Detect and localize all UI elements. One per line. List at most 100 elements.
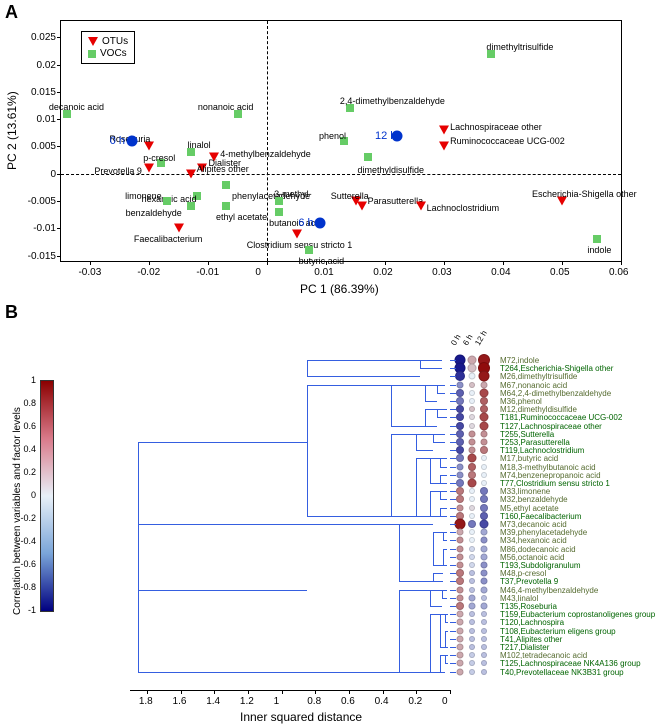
heat-dot — [469, 546, 475, 552]
dendro-edge — [391, 385, 392, 426]
leaf-stem — [450, 450, 456, 451]
dendro-edge — [430, 614, 440, 615]
dendro-edge — [433, 565, 443, 566]
dendro-edge — [416, 434, 433, 435]
dendro-edge — [138, 590, 306, 591]
heat-dot — [469, 636, 475, 642]
scatter-label: 2,4-dimethylbenzaldehyde — [340, 96, 445, 106]
dendro-x-tick: 1.6 — [173, 696, 187, 707]
scatter-point — [144, 164, 154, 173]
panel-b: B -1-0.8-0.6-0.4-0.200.20.40.60.81Correl… — [0, 300, 662, 713]
dendro-edge — [416, 450, 433, 451]
dendro-x-tick: 1.8 — [139, 696, 153, 707]
heat-dot — [457, 668, 464, 675]
leaf-stem — [450, 508, 456, 509]
heat-dot — [481, 562, 488, 569]
heat-dot — [469, 414, 475, 420]
x-tick: 0.02 — [373, 267, 392, 278]
heat-dot — [469, 488, 475, 494]
heat-dot — [455, 371, 465, 381]
time-point — [315, 217, 326, 228]
heat-dot — [457, 660, 464, 667]
dendro-edge — [445, 622, 448, 623]
scatter-point — [439, 126, 449, 135]
dendro-edge — [430, 672, 440, 673]
dendro-edge — [440, 475, 441, 483]
dendro-edge — [399, 524, 400, 581]
dendro-edge — [443, 532, 446, 533]
leaf-stem — [450, 639, 456, 640]
heat-dot — [456, 495, 464, 503]
scatter-label: Prevotella 9 — [94, 166, 142, 176]
scatter-point — [357, 202, 367, 211]
leaf-stem — [450, 524, 456, 525]
leaf-stem — [450, 483, 456, 484]
panel-a: A -0.03 -0.02 -0.01 0 0.01 0.02 0.03 0.0… — [0, 0, 662, 300]
leaf-stem — [450, 417, 456, 418]
dendro-x-tick: 0.6 — [341, 696, 355, 707]
heat-dot — [457, 652, 464, 659]
heat-dot — [469, 603, 476, 610]
dendro-edge — [437, 409, 447, 410]
time-col-header: 6 h — [461, 333, 474, 347]
dendro-edge — [433, 573, 443, 574]
dendro-edge — [420, 360, 442, 361]
scatter-point — [234, 110, 242, 118]
heat-dot — [481, 553, 488, 560]
dendro-edge — [416, 434, 417, 450]
dendro-edge — [442, 598, 447, 599]
heat-dot — [456, 454, 464, 462]
dendro-edge — [440, 483, 447, 484]
leaf-stem — [450, 368, 456, 369]
scatter-label: Clostridium sensu stricto 1 — [247, 240, 353, 250]
scatter-point — [593, 235, 601, 243]
heat-dot — [456, 602, 464, 610]
scatter-point — [187, 148, 195, 156]
scatter-point — [222, 181, 230, 189]
scatter-label: nonanoic acid — [198, 102, 254, 112]
dendro-edge — [425, 409, 437, 410]
leaf-stem — [450, 581, 456, 582]
leaf-stem — [450, 598, 456, 599]
leaf-stem — [450, 434, 456, 435]
time-col-header: 0 h — [449, 333, 462, 347]
dendro-edge — [443, 540, 446, 541]
y-tick: 0.005 — [16, 141, 56, 152]
leaf-label: T40,Prevotellaceae NK3B31 group — [500, 668, 624, 677]
scatter-label: indole — [587, 245, 611, 255]
dendro-edge — [430, 516, 440, 517]
dendro-edge — [437, 417, 447, 418]
colorbar-tick: 1 — [18, 375, 36, 385]
scatter-plot: -0.03 -0.02 -0.01 0 0.01 0.02 0.03 0.04 … — [60, 20, 622, 262]
y-axis-label: PC 2 (13.61%) — [5, 91, 19, 170]
dendro-edge — [138, 524, 399, 525]
heat-dot — [469, 669, 475, 675]
y-tick: -0.01 — [16, 223, 56, 234]
heat-dot — [481, 537, 488, 544]
heat-dot — [469, 611, 475, 617]
heat-dot — [469, 373, 476, 380]
dendro-edge — [445, 614, 446, 622]
dendro-x-label: Inner squared distance — [240, 710, 362, 724]
dendro-edge — [430, 458, 431, 483]
scatter-label: Faecalibacterium — [134, 234, 203, 244]
colorbar — [40, 380, 54, 612]
heat-dot — [481, 586, 488, 593]
dendro-edge — [440, 508, 447, 509]
heat-dot — [481, 430, 488, 437]
dendro-x-tick: 0 — [442, 696, 448, 707]
colorbar-label: Correlation between variables and factor… — [12, 407, 23, 615]
heat-dot — [457, 586, 464, 593]
scatter-point — [174, 224, 184, 233]
heat-dot — [456, 405, 464, 413]
time-label: 6 h — [298, 217, 313, 229]
leaf-stem — [450, 360, 456, 361]
heat-dot — [457, 594, 464, 601]
heat-dot — [456, 438, 464, 446]
heat-dot — [457, 553, 464, 560]
dendro-edge — [307, 360, 308, 376]
dendro-edge — [399, 524, 433, 525]
leaf-stem — [450, 606, 456, 607]
scatter-point — [305, 246, 313, 254]
dendro-edge — [307, 360, 420, 361]
